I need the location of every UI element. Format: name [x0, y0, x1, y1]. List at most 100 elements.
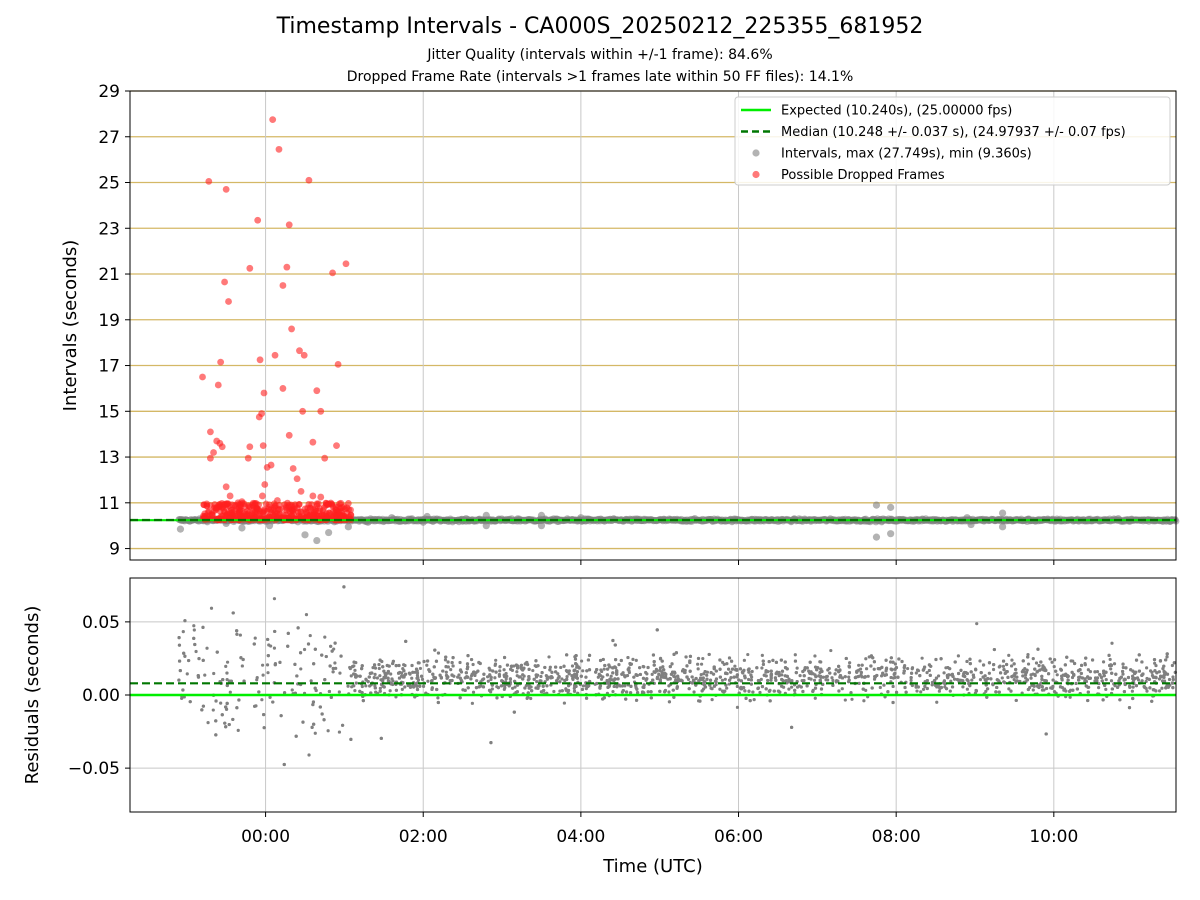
residual-point [658, 666, 663, 670]
residual-point [992, 663, 996, 667]
residual-point [433, 676, 437, 680]
residual-point [675, 686, 679, 690]
residual-point [587, 653, 592, 657]
residual-point [611, 671, 615, 675]
residual-point [615, 670, 619, 674]
residual-point [1041, 667, 1045, 671]
residual-point [458, 676, 462, 680]
residual-point [1007, 687, 1011, 691]
residual-point [699, 672, 703, 677]
residual-point [408, 685, 413, 689]
residual-point [735, 668, 739, 672]
residual-point [649, 690, 653, 694]
dropped-frame-point [255, 413, 263, 421]
residual-point [406, 683, 410, 688]
residual-point [811, 689, 815, 694]
residual-point [891, 660, 895, 664]
residual-point [1100, 679, 1104, 683]
residual-point [521, 668, 525, 672]
residual-point [1088, 669, 1093, 674]
residual-point [1040, 674, 1044, 678]
dropped-frame-point [285, 221, 293, 229]
residual-point [767, 689, 771, 693]
dropped-frame-point [244, 454, 252, 462]
residual-point [994, 690, 998, 694]
residual-point [746, 668, 751, 672]
residual-point [458, 668, 463, 672]
residual-point [498, 669, 502, 673]
residual-point [688, 659, 692, 663]
residual-point [813, 654, 817, 658]
residual-point [1131, 685, 1135, 689]
dropped-frame-point [325, 500, 333, 508]
residual-point [1052, 664, 1056, 669]
residual-point [727, 667, 731, 671]
residual-point [663, 688, 668, 693]
residual-point [523, 686, 527, 690]
residual-point [382, 669, 386, 673]
residual-point [575, 670, 580, 674]
residual-point [655, 676, 659, 681]
residual-point [265, 663, 270, 667]
residual-point [205, 646, 209, 650]
residual-point [787, 677, 791, 681]
residual-point [840, 687, 844, 691]
residual-point [272, 646, 277, 650]
residual-point [927, 668, 931, 673]
residual-point [201, 625, 205, 629]
residual-point [261, 673, 265, 677]
residual-point [534, 673, 538, 677]
residual-point [1158, 659, 1163, 663]
residual-point [620, 672, 624, 676]
x-tick-label: 06:00 [714, 827, 763, 847]
residual-point [397, 663, 401, 668]
residual-point [676, 674, 680, 678]
residual-point [1084, 684, 1088, 688]
residual-point [560, 677, 564, 681]
residual-point [410, 676, 414, 680]
residual-point [225, 701, 229, 705]
residual-point [203, 673, 207, 677]
residual-point [502, 668, 506, 672]
residual-point [326, 729, 330, 733]
residual-point [746, 677, 751, 682]
residual-point [611, 689, 615, 694]
residual-point [1075, 687, 1079, 691]
residual-point [367, 675, 371, 679]
residual-point [1048, 657, 1052, 661]
residual-point [1086, 675, 1090, 679]
residual-point [1165, 652, 1169, 656]
residual-point [805, 684, 809, 688]
dropped-frame-point [254, 216, 262, 224]
residual-point [353, 668, 357, 672]
residual-point [402, 669, 406, 673]
residual-point [580, 687, 585, 692]
dropped-frame-point [332, 503, 340, 511]
residual-point [779, 658, 783, 662]
residual-point [723, 677, 727, 681]
residual-point [909, 678, 913, 682]
y-tick-label: 0.00 [82, 686, 120, 706]
residual-point [469, 674, 474, 678]
residual-point [390, 677, 394, 681]
residual-point [876, 667, 880, 671]
residual-point [900, 659, 904, 664]
residual-point [1127, 706, 1132, 710]
residual-point [1109, 667, 1113, 671]
residual-point [271, 700, 275, 704]
residual-point [802, 674, 806, 678]
residual-point [1101, 698, 1105, 702]
residual-point [502, 655, 507, 660]
residual-point [214, 719, 218, 723]
residual-point [641, 676, 646, 680]
residual-point [1031, 688, 1035, 692]
residual-point [624, 697, 628, 701]
residual-point [361, 699, 365, 703]
residual-point [848, 661, 852, 665]
residual-point [1005, 662, 1009, 667]
residual-point [212, 671, 216, 676]
residual-point [1151, 688, 1155, 692]
residual-point [783, 665, 788, 670]
residual-point [725, 662, 729, 666]
residual-point [1077, 678, 1081, 682]
